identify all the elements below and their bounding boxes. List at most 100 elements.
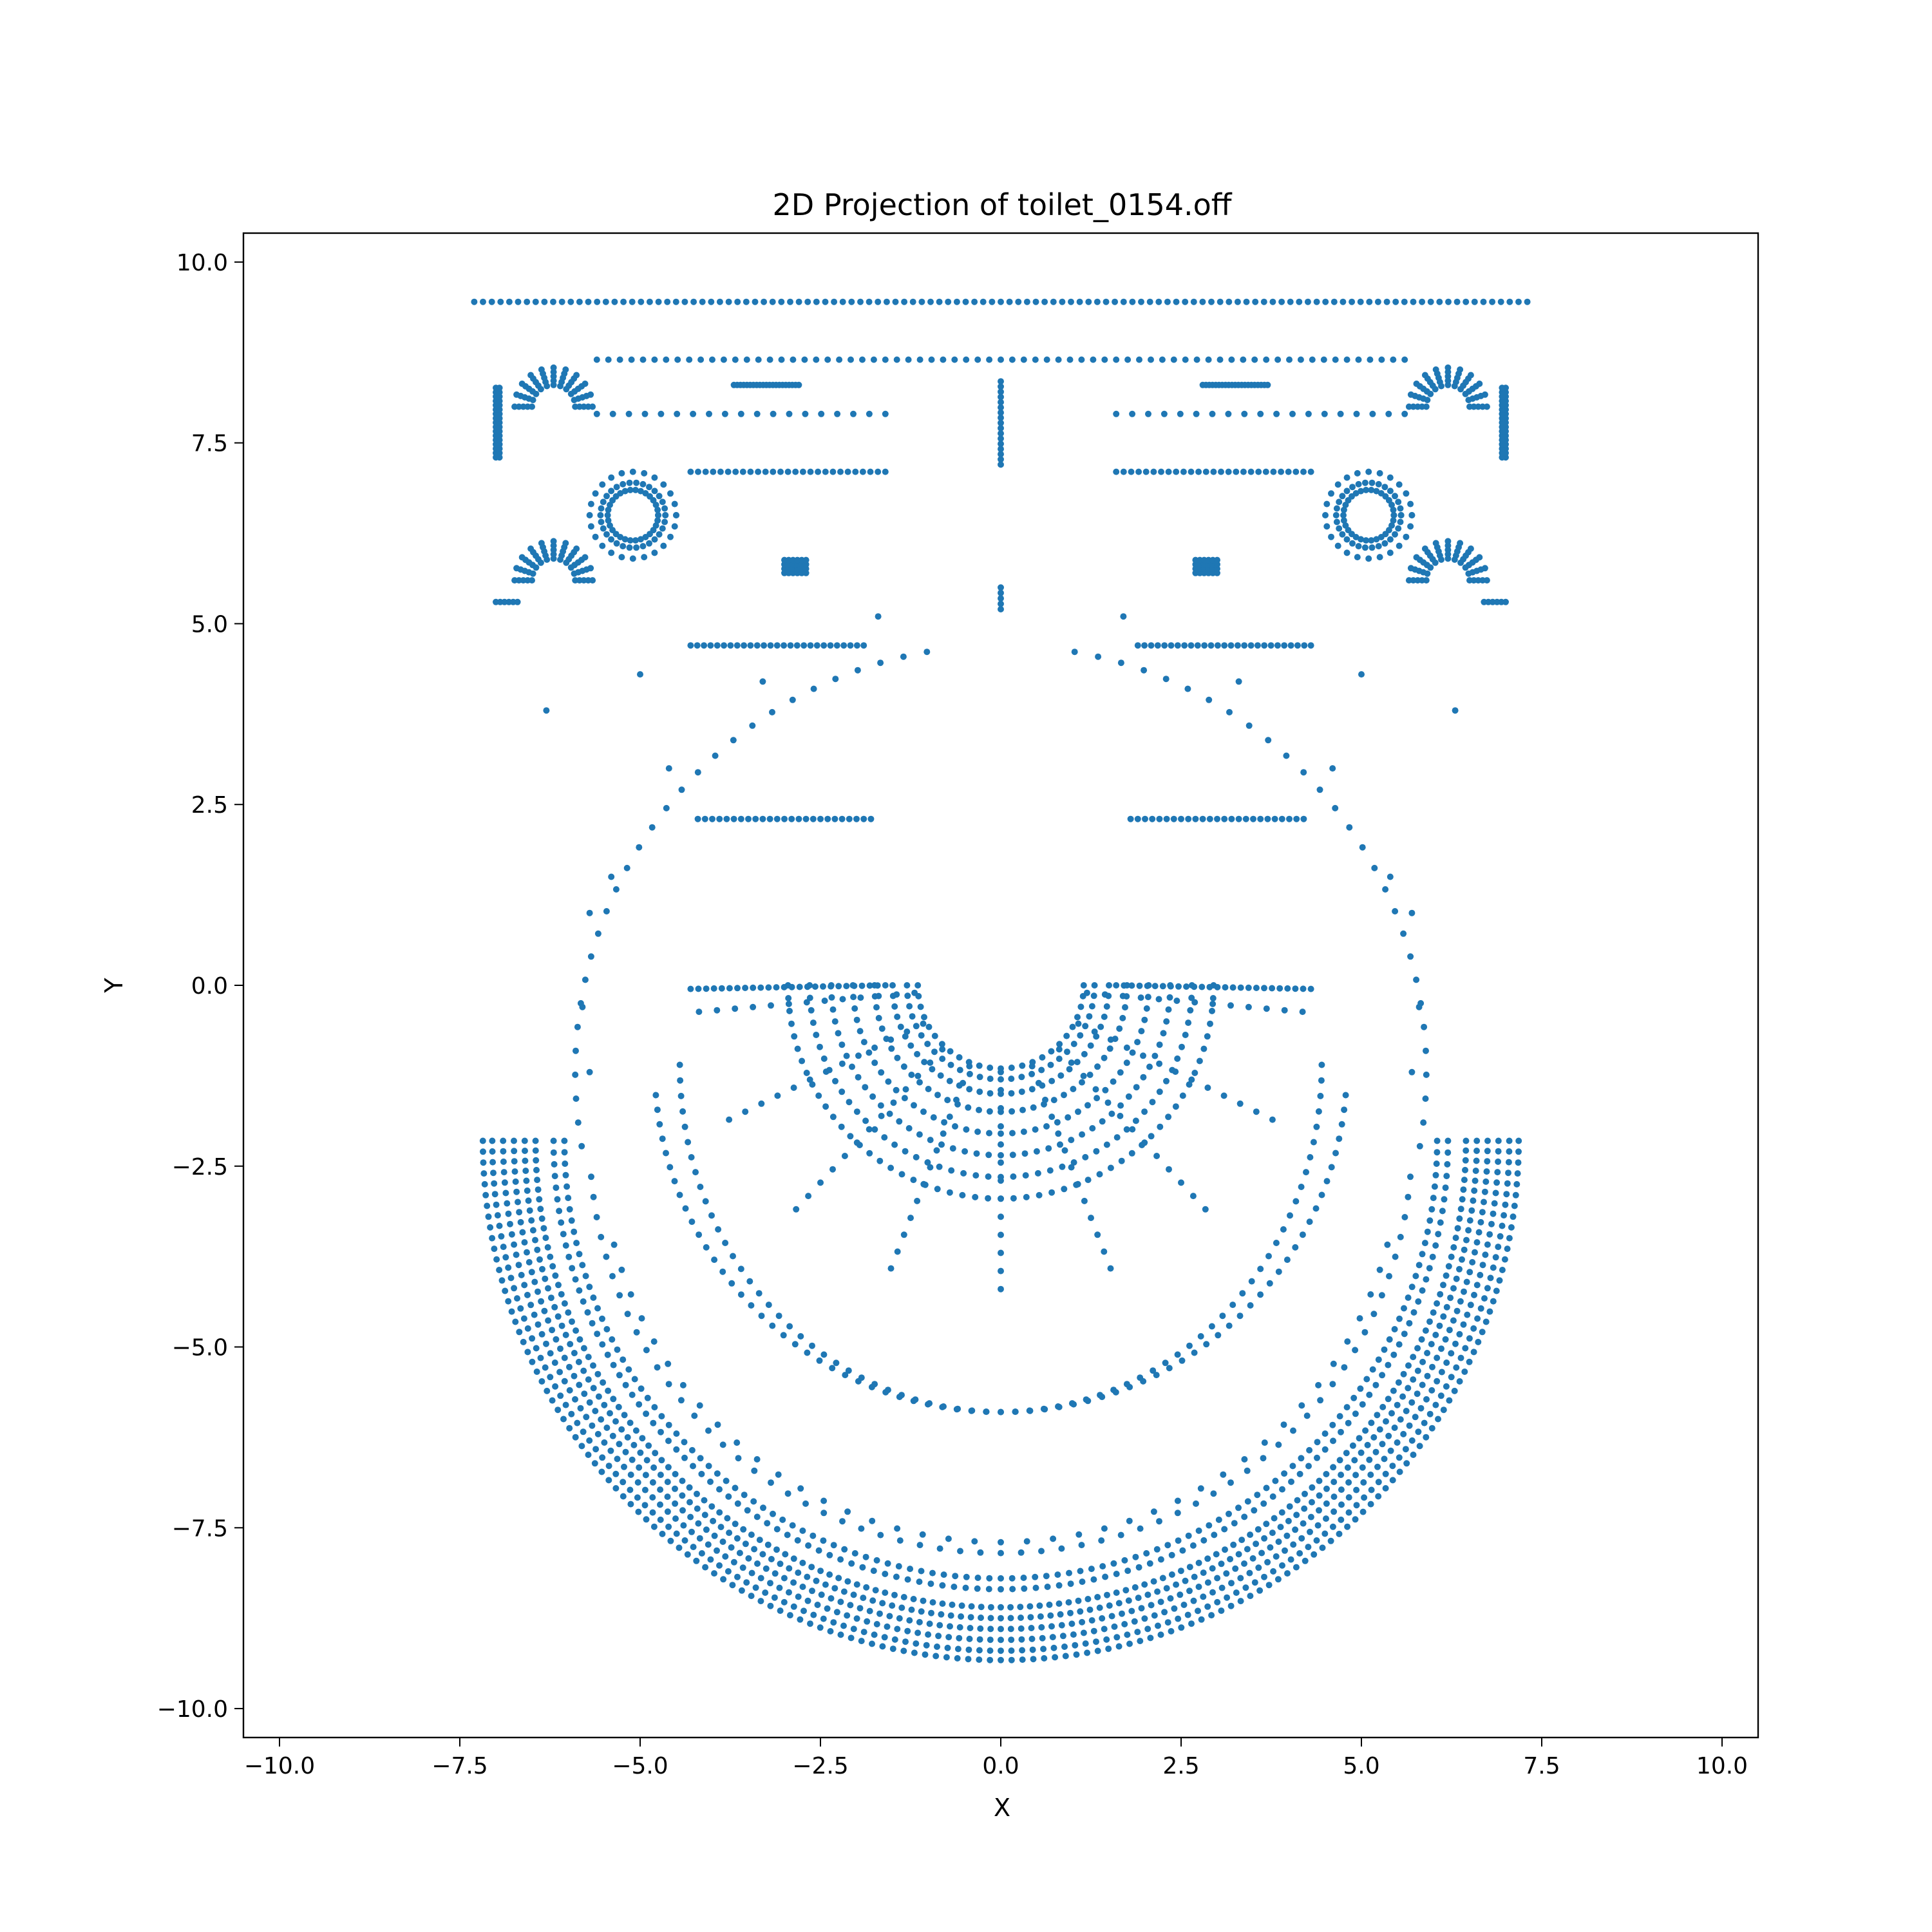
scatter-point xyxy=(1344,1523,1351,1530)
scatter-point xyxy=(1407,1173,1414,1180)
scatter-point xyxy=(533,1166,540,1173)
scatter-point xyxy=(1123,1126,1130,1133)
scatter-point xyxy=(694,642,701,649)
scatter-point xyxy=(1305,1544,1312,1551)
scatter-point xyxy=(1048,1077,1056,1084)
scatter-point xyxy=(646,298,653,305)
scatter-point xyxy=(936,1622,943,1629)
scatter-point xyxy=(1495,1158,1502,1165)
scatter-point xyxy=(1173,468,1180,475)
scatter-point xyxy=(853,1581,860,1588)
scatter-point xyxy=(594,930,601,937)
scatter-point xyxy=(892,298,899,305)
scatter-point xyxy=(1122,1587,1130,1594)
scatter-point xyxy=(1061,1147,1068,1154)
scatter-point xyxy=(1117,1531,1124,1539)
scatter-point xyxy=(1144,1591,1151,1598)
scatter-point xyxy=(1428,1425,1435,1432)
scatter-point xyxy=(1059,1633,1066,1640)
scatter-point xyxy=(929,1599,936,1606)
scatter-point xyxy=(536,1196,543,1203)
scatter-point xyxy=(688,1154,695,1160)
scatter-point xyxy=(665,1523,672,1530)
scatter-point xyxy=(1049,1634,1056,1641)
scatter-point xyxy=(1261,642,1268,649)
scatter-point xyxy=(748,1531,755,1539)
scatter-point xyxy=(1456,1215,1463,1222)
scatter-point xyxy=(850,994,857,1001)
scatter-point xyxy=(1317,1397,1324,1404)
scatter-point xyxy=(848,1560,855,1567)
scatter-point xyxy=(732,1520,739,1528)
scatter-point xyxy=(1300,1520,1307,1527)
scatter-point xyxy=(916,1542,923,1549)
scatter-point xyxy=(1459,1256,1465,1263)
scatter-point xyxy=(1366,298,1373,305)
scatter-point xyxy=(1017,1604,1024,1611)
scatter-point xyxy=(565,1253,573,1260)
scatter-point xyxy=(1301,642,1308,649)
scatter-point xyxy=(835,1575,842,1582)
scatter-point xyxy=(891,1591,898,1598)
scatter-point xyxy=(998,1086,1004,1094)
scatter-point xyxy=(717,1524,724,1531)
scatter-point xyxy=(1281,642,1288,649)
scatter-point xyxy=(782,1551,789,1558)
scatter-point xyxy=(1301,1505,1308,1512)
scatter-point xyxy=(998,419,1004,426)
scatter-point xyxy=(616,1372,623,1379)
scatter-point xyxy=(1486,1231,1493,1238)
scatter-point xyxy=(755,356,762,363)
scatter-point xyxy=(804,298,811,305)
scatter-point xyxy=(498,1233,505,1240)
scatter-point xyxy=(630,1441,638,1448)
scatter-point xyxy=(1490,1264,1497,1271)
scatter-point xyxy=(1397,505,1404,512)
scatter-point xyxy=(1300,985,1307,992)
scatter-point xyxy=(1067,1580,1074,1587)
scatter-point xyxy=(1452,1340,1459,1347)
scatter-point xyxy=(881,1134,888,1141)
scatter-point xyxy=(920,1180,927,1188)
scatter-point xyxy=(1352,1410,1359,1417)
scatter-point xyxy=(1253,985,1260,991)
scatter-point xyxy=(1030,1656,1037,1663)
scatter-point xyxy=(1235,678,1242,685)
scatter-point xyxy=(1077,1567,1084,1575)
scatter-point xyxy=(1007,1625,1014,1633)
scatter-point xyxy=(1338,1428,1344,1435)
scatter-point xyxy=(693,1557,700,1564)
scatter-point xyxy=(734,298,741,305)
scatter-point xyxy=(1039,1634,1046,1642)
scatter-point xyxy=(1175,1537,1182,1544)
scatter-point xyxy=(1201,642,1208,649)
scatter-point xyxy=(1188,1620,1195,1627)
scatter-point xyxy=(586,1399,593,1406)
scatter-point xyxy=(1220,1092,1227,1099)
scatter-point xyxy=(806,994,813,1001)
scatter-point xyxy=(1318,1061,1325,1068)
scatter-point xyxy=(1378,356,1385,363)
scatter-point xyxy=(673,1446,680,1453)
scatter-point xyxy=(1032,1126,1039,1133)
scatter-point xyxy=(714,1470,721,1477)
scatter-point xyxy=(1266,1280,1273,1287)
scatter-point xyxy=(609,1336,616,1343)
scatter-point xyxy=(1405,1362,1412,1369)
scatter-point xyxy=(1178,1624,1185,1631)
scatter-point xyxy=(1070,1631,1077,1638)
scatter-point xyxy=(1343,488,1350,495)
scatter-point xyxy=(1483,577,1490,584)
scatter-point xyxy=(769,1322,776,1329)
scatter-point xyxy=(544,1244,551,1251)
scatter-point xyxy=(791,1341,799,1348)
scatter-point xyxy=(938,1041,945,1048)
scatter-point xyxy=(702,468,709,475)
scatter-point xyxy=(678,786,685,793)
scatter-point xyxy=(687,468,694,475)
scatter-point xyxy=(837,1631,844,1638)
scatter-point xyxy=(659,1135,666,1142)
scatter-point xyxy=(635,1508,642,1515)
scatter-point xyxy=(677,1092,685,1099)
scatter-point xyxy=(642,490,649,497)
